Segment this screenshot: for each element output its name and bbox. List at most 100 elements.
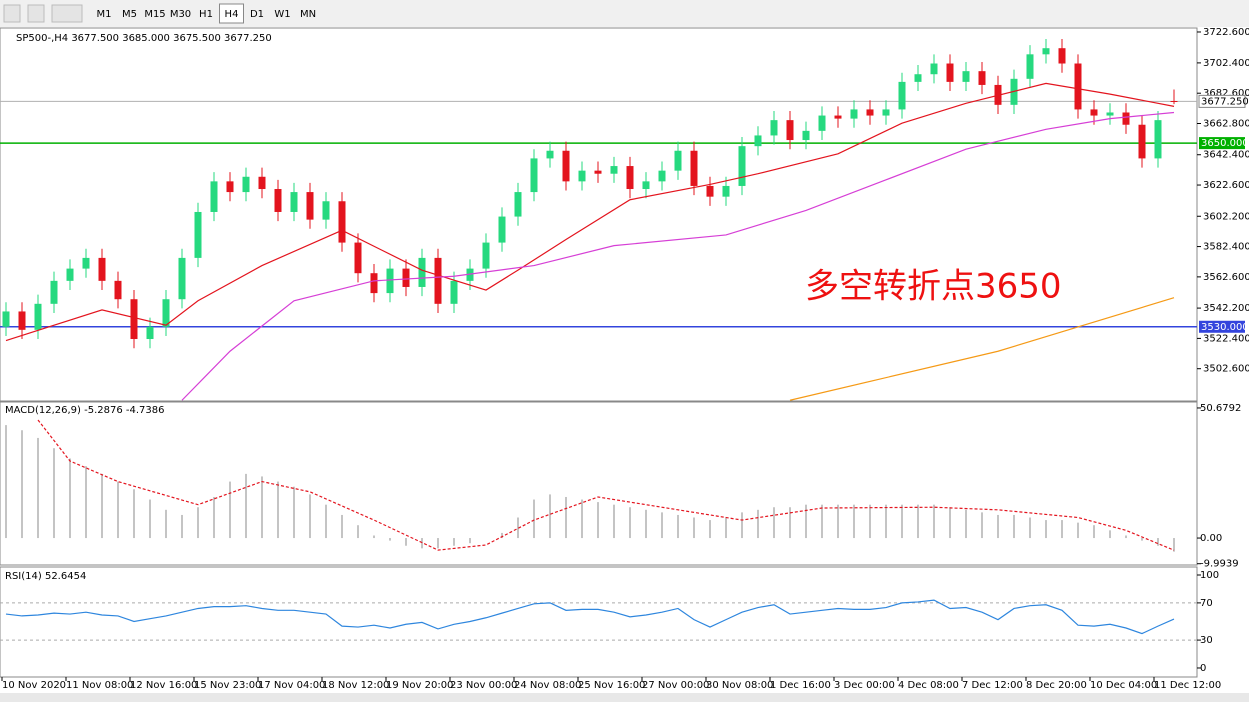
timeframe-label[interactable]: W1 <box>274 9 290 20</box>
y-tick-label: -9.9939 <box>1200 559 1239 570</box>
y-tick-label: 100 <box>1200 570 1219 581</box>
candle-body <box>722 185 730 197</box>
candle-body <box>962 71 970 82</box>
timeframe-button[interactable] <box>143 4 167 23</box>
timeframe-label[interactable]: H1 <box>199 9 213 20</box>
level-label: 3650.000 <box>1201 138 1249 149</box>
moving-average <box>789 297 1175 401</box>
toolbar-icons <box>3 4 83 23</box>
x-tick-label: 3 Dec 00:00 <box>834 680 895 691</box>
x-tick-label: 17 Nov 04:00 <box>258 680 325 691</box>
x-tick-label: 25 Nov 16:00 <box>578 680 645 691</box>
timeframe-label[interactable]: D1 <box>250 9 264 20</box>
y-tick-label: 3622.600 <box>1203 180 1249 191</box>
icon-button[interactable] <box>27 4 45 23</box>
x-tick-label: 11 Dec 12:00 <box>1154 680 1221 691</box>
candle-body <box>466 268 474 281</box>
candle-body <box>594 170 602 174</box>
macd-signal <box>37 419 1175 551</box>
timeframe-button[interactable] <box>296 4 320 23</box>
rsi-label: RSI(14) 52.6454 <box>5 571 86 582</box>
timeframe-label[interactable]: M30 <box>170 9 191 20</box>
macd-label: MACD(12,26,9) -5.2876 -4.7386 <box>5 405 165 416</box>
candle-body <box>1058 48 1066 64</box>
timeframe-button[interactable] <box>245 4 269 23</box>
candle-body <box>1154 120 1162 159</box>
y-tick-label: 30 <box>1200 635 1213 646</box>
y-tick-label: 3722.600 <box>1203 27 1249 38</box>
candle-body <box>146 326 154 340</box>
candle-body <box>114 280 122 300</box>
moving-average <box>181 111 1175 401</box>
y-tick-label: 3522.400 <box>1203 333 1249 344</box>
moving-average <box>5 82 1175 342</box>
y-tick-label: 3502.600 <box>1203 364 1249 375</box>
rsi-panel <box>0 566 1198 678</box>
icon-button[interactable] <box>51 4 83 23</box>
candle-body <box>738 146 746 186</box>
x-tick-label: 10 Dec 04:00 <box>1090 680 1157 691</box>
timeframe-label[interactable]: M15 <box>144 9 165 20</box>
candle-body <box>18 311 26 330</box>
y-tick-label: 3642.400 <box>1203 150 1249 161</box>
y-tick-label: 3702.400 <box>1203 58 1249 69</box>
x-tick-label: 18 Nov 12:00 <box>322 680 389 691</box>
candle-body <box>434 257 442 304</box>
candle-body <box>130 299 138 340</box>
x-tick-label: 7 Dec 12:00 <box>962 680 1023 691</box>
timeframe-label[interactable]: H4 <box>225 9 239 20</box>
candle-body <box>898 81 906 110</box>
y-tick-label: 3542.200 <box>1203 303 1249 314</box>
candle-body <box>610 166 618 174</box>
x-tick-label: 11 Nov 08:00 <box>66 680 133 691</box>
candle-body <box>258 176 266 190</box>
candle-body <box>658 170 666 182</box>
rsi-line <box>5 599 1175 635</box>
candle-body <box>338 201 346 243</box>
candle-body <box>274 189 282 212</box>
annotation: 多空转折点3650 <box>805 267 1062 307</box>
candle-body <box>674 150 682 171</box>
candle-body <box>514 192 522 217</box>
candle-body <box>290 192 298 212</box>
timeframe-button[interactable] <box>194 4 218 23</box>
timeframe-button[interactable] <box>92 4 116 23</box>
candle-body <box>50 280 58 304</box>
level-tag <box>1199 320 1245 333</box>
bottom-tabs <box>0 693 1249 702</box>
candle-body <box>914 74 922 82</box>
candle-body <box>306 192 314 220</box>
candle-body <box>1106 112 1114 116</box>
candle-body <box>946 63 954 82</box>
x-tick-label: 12 Nov 16:00 <box>130 680 197 691</box>
timeframe-button[interactable] <box>270 4 295 23</box>
timeframe-label[interactable]: M5 <box>122 9 137 20</box>
timeframe-label[interactable]: M1 <box>97 9 112 20</box>
timeframe-button[interactable] <box>168 4 193 23</box>
x-tick-label: 24 Nov 08:00 <box>514 680 581 691</box>
candle-body <box>1170 101 1178 103</box>
candle-body <box>930 63 938 75</box>
x-tick-label: 1 Dec 16:00 <box>770 680 831 691</box>
candle-body <box>178 257 186 300</box>
timeframe-label[interactable]: MN <box>300 9 316 20</box>
icon-button[interactable] <box>3 4 21 23</box>
y-tick-label: 0 <box>1200 663 1206 674</box>
candle-body <box>802 130 810 141</box>
x-tick-label: 15 Nov 23:00 <box>194 680 261 691</box>
x-tick-label: 23 Nov 00:00 <box>450 680 517 691</box>
candle-body <box>322 201 330 220</box>
timeframe-button[interactable] <box>219 3 244 24</box>
candle-body <box>706 185 714 197</box>
timeframe-button[interactable] <box>117 4 142 23</box>
candle-body <box>498 216 506 243</box>
y-tick-label: 0.00 <box>1200 533 1222 544</box>
candle-body <box>1042 48 1050 55</box>
candle-body <box>786 120 794 141</box>
x-tick-label: 8 Dec 20:00 <box>1026 680 1087 691</box>
candle-body <box>82 257 90 269</box>
candle-body <box>530 158 538 193</box>
candle-body <box>1122 112 1130 125</box>
x-tick-label: 10 Nov 2020 <box>2 680 66 691</box>
